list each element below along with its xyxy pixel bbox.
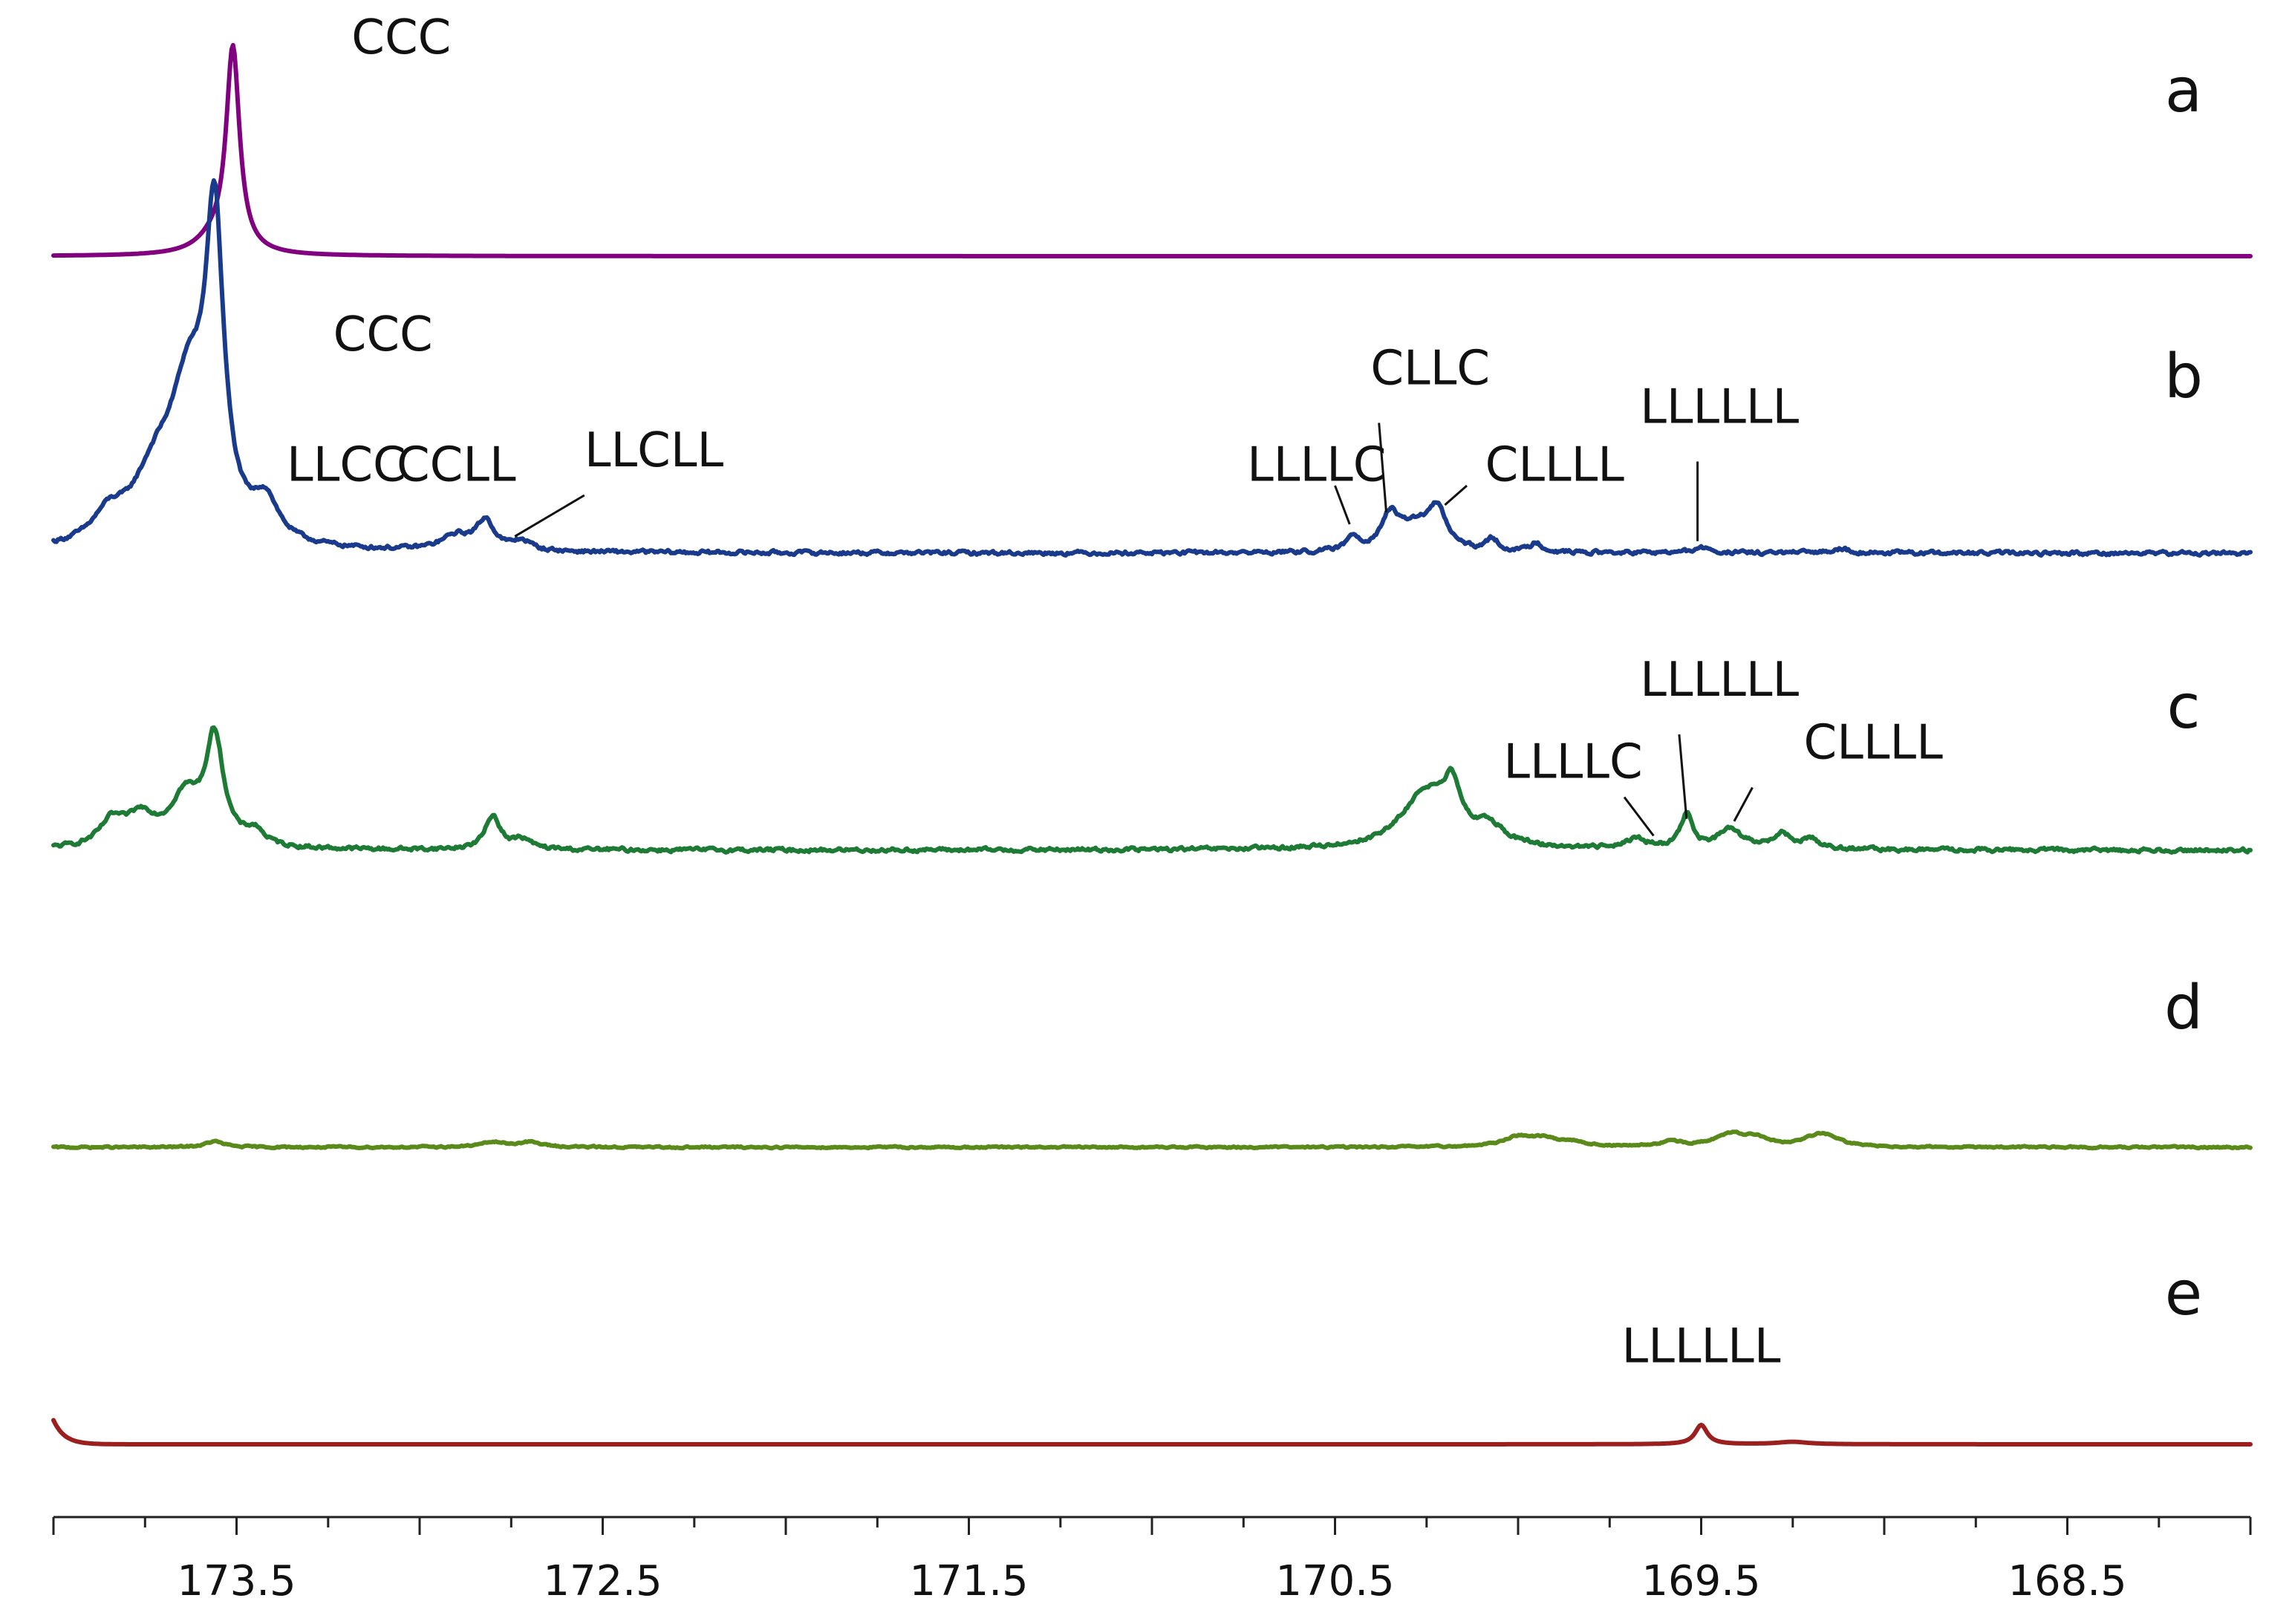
peak-label-cllll: CLLLL xyxy=(1804,716,1944,771)
panel-labels: a b c d e xyxy=(2164,56,2203,1329)
peak-label-llllc: LLLLC xyxy=(1247,438,1386,493)
x-axis-ticks xyxy=(52,1517,2252,1535)
peak-label-ccc: CCC xyxy=(351,10,451,65)
leader-line xyxy=(1733,786,1754,822)
x-tick-label: 173.5 xyxy=(177,1557,296,1605)
peak-label-llllll: LLLLLL xyxy=(1622,1320,1781,1374)
peak-label-ccll: CCLL xyxy=(397,438,516,493)
panel-label-a: a xyxy=(2165,56,2202,126)
panel-label-b: b xyxy=(2164,342,2203,412)
x-tick-label: 172.5 xyxy=(543,1557,662,1605)
peak-label-llcc: LLCC xyxy=(287,438,406,493)
leader-line xyxy=(1334,485,1351,525)
spectrum-traces xyxy=(51,42,2253,1447)
leader-line xyxy=(1444,484,1468,506)
peak-label-cllc: CLLC xyxy=(1370,342,1490,397)
x-tick-label: 168.5 xyxy=(2008,1557,2126,1605)
panel-label-d: d xyxy=(2164,973,2203,1043)
x-axis: 173.5 172.5 171.5 170.5 169.5 168.5 xyxy=(52,1516,2252,1605)
x-tick-label: 171.5 xyxy=(909,1557,1028,1605)
spectrum-trace-c xyxy=(51,725,2253,855)
spectrum-trace-d xyxy=(51,1129,2253,1151)
spectrum-trace-b xyxy=(51,178,2253,558)
leader-line xyxy=(1678,734,1688,819)
x-tick-label: 170.5 xyxy=(1275,1557,1394,1605)
peak-label-llllll: LLLLLL xyxy=(1640,653,1799,708)
peak-label-ccc: CCC xyxy=(333,307,433,362)
leader-line xyxy=(1378,423,1387,512)
panel-label-c: c xyxy=(2166,672,2200,743)
x-axis-tick-labels: 173.5 172.5 171.5 170.5 169.5 168.5 xyxy=(177,1557,2126,1605)
peak-label-cllll: CLLLL xyxy=(1485,438,1625,493)
spectrum-trace-e xyxy=(51,1418,2253,1447)
panel-label-e: e xyxy=(2165,1259,2202,1329)
peak-label-llllc: LLLLC xyxy=(1503,735,1642,790)
peak-label-llllll: LLLLLL xyxy=(1640,380,1799,435)
spectrum-trace-a xyxy=(51,42,2253,258)
leader-line xyxy=(1623,796,1655,837)
leader-line xyxy=(514,494,585,538)
x-tick-label: 169.5 xyxy=(1641,1557,1760,1605)
peak-label-llcll: LLCLL xyxy=(585,423,724,478)
